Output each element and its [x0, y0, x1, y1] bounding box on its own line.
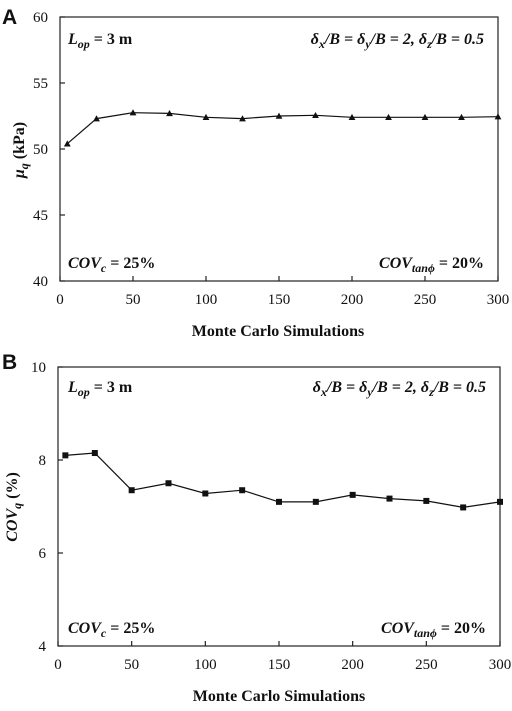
panel-a-y-tick-label-0: 40 — [33, 274, 48, 290]
panel-b-annotation-bottom-left: COVc = 25% — [68, 620, 155, 640]
panel-a-data-point-6 — [275, 112, 283, 119]
panel-b-x-tick-label-3: 150 — [268, 657, 291, 673]
panel-b-data-point-8 — [349, 491, 356, 498]
panel-b-x-axis: 0 50 100 150 200 250 300 — [54, 641, 511, 673]
panel-b-y-axis-title: COVq (%) — [4, 472, 24, 542]
panel-a-x-tick-label-2: 100 — [195, 292, 218, 308]
panel-b-y-tick-label-3: 10 — [31, 360, 46, 376]
panel-a-y-tick-label-1: 45 — [33, 208, 48, 224]
panel-b-data-point-0 — [62, 452, 69, 459]
panel-a-data-point-1 — [93, 115, 100, 122]
panel-b-data-point-10 — [423, 497, 430, 504]
panel-a-data-point-9 — [385, 113, 392, 121]
panel-b: B 4 6 8 10 0 50 100 150 200 250 300 Monte Carlo S… — [2, 351, 511, 705]
panel-b-x-tick-label-2: 100 — [194, 657, 217, 673]
panel-a-annotation-bottom-right: COVtanϕ = 20% — [379, 255, 484, 275]
panel-b-data-point-4 — [202, 490, 209, 497]
panel-a: A 40 45 50 55 60 0 50 100 150 200 250 300 Monte Ca… — [2, 6, 509, 340]
panel-a-x-axis: 0 50 100 150 200 250 300 — [56, 276, 509, 308]
panel-a-annotation-bottom-left: COVc = 25% — [68, 255, 155, 275]
panel-b-y-tick-label-1: 6 — [39, 546, 47, 562]
panel-b-letter: B — [2, 351, 17, 374]
panel-a-y-tick-label-2: 50 — [33, 142, 48, 158]
panel-b-series — [62, 450, 503, 511]
panel-a-annotation-top-left: Lop = 3 m — [67, 31, 133, 51]
panel-b-data-point-1 — [91, 450, 98, 457]
panel-a-y-tick-label-4: 60 — [33, 10, 48, 26]
panel-a-x-tick-label-0: 0 — [56, 292, 64, 308]
panel-b-series-line — [65, 452, 501, 509]
panel-a-data-point-4 — [202, 113, 210, 121]
panel-a-x-tick-label-1: 50 — [126, 292, 141, 308]
panel-a-annotation-top-right: δx/B = δy/B = 2, δz/B = 0.5 — [311, 31, 484, 51]
panel-b-x-tick-label-0: 0 — [54, 657, 62, 673]
panel-a-data-point-7 — [312, 111, 319, 119]
panel-a-letter: A — [2, 6, 17, 29]
panel-b-y-axis: 4 6 8 10 — [31, 360, 63, 655]
panel-a-data-point-10 — [421, 113, 429, 121]
panel-a-data-point-3 — [166, 109, 173, 117]
panel-b-x-tick-label-4: 200 — [341, 657, 364, 673]
panel-a-series-line — [66, 112, 499, 145]
panel-b-data-point-7 — [312, 498, 319, 505]
panel-b-x-axis-title: Monte Carlo Simulations — [193, 688, 365, 705]
panel-a-y-axis: 40 45 50 55 60 — [33, 10, 65, 290]
panel-a-data-point-5 — [239, 115, 246, 122]
panel-b-data-point-6 — [276, 498, 282, 505]
panel-a-data-point-12 — [494, 113, 502, 120]
panel-b-annotation-bottom-right: COVtanϕ = 20% — [381, 620, 486, 640]
panel-a-data-point-11 — [458, 113, 465, 121]
panel-a-x-tick-label-5: 250 — [414, 292, 437, 308]
panel-a-series — [63, 109, 502, 147]
panel-a-y-axis-title: μq (kPa) — [11, 122, 31, 179]
panel-b-y-tick-label-2: 8 — [39, 453, 47, 469]
panel-b-x-tick-label-1: 50 — [124, 657, 139, 673]
panel-a-data-point-0 — [63, 140, 71, 147]
panel-b-data-point-5 — [239, 487, 246, 494]
panel-b-data-point-9 — [386, 495, 393, 502]
panel-b-data-point-2 — [128, 487, 135, 494]
panel-b-data-point-12 — [497, 498, 503, 505]
panel-b-data-point-3 — [165, 480, 172, 487]
panel-b-plot-frame — [57, 366, 501, 647]
panel-b-annotation-top-right: δx/B = δy/B = 2, δz/B = 0.5 — [313, 379, 486, 399]
panel-b-annotation-top-left: Lop = 3 m — [67, 379, 133, 399]
panel-b-data-point-11 — [460, 504, 467, 511]
panel-a-data-point-8 — [348, 113, 356, 121]
panel-b-x-tick-label-6: 300 — [489, 657, 512, 673]
panel-a-y-tick-label-3: 55 — [33, 76, 48, 92]
panel-a-x-tick-label-4: 200 — [341, 292, 364, 308]
panel-b-y-tick-label-0: 4 — [39, 639, 47, 655]
panel-b-x-tick-label-5: 250 — [415, 657, 438, 673]
panel-a-x-axis-title: Monte Carlo Simulations — [192, 323, 364, 340]
panel-a-data-point-2 — [129, 109, 137, 116]
panel-a-x-tick-label-6: 300 — [487, 292, 510, 308]
panel-a-x-tick-label-3: 150 — [268, 292, 291, 308]
panel-a-plot-frame — [59, 16, 499, 282]
